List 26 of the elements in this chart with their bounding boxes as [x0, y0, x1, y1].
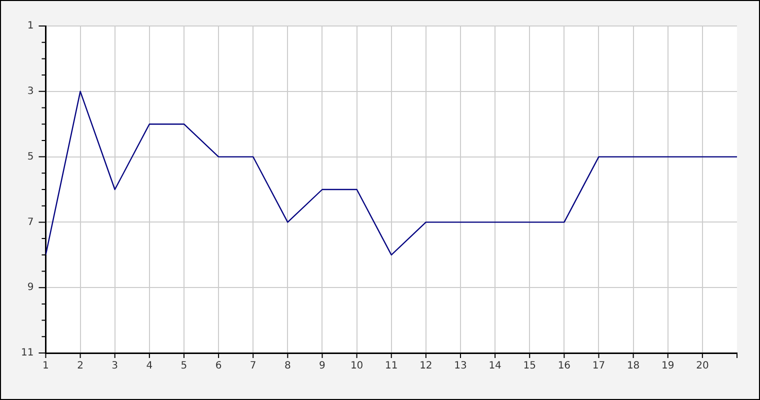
x-tick-label: 19	[662, 360, 674, 372]
y-tick-label: 5	[27, 151, 34, 162]
y-tick-label: 9	[27, 282, 34, 294]
x-tick-label: 4	[146, 360, 153, 372]
x-tick-label: 9	[319, 360, 326, 372]
x-tick-label: 2	[77, 360, 84, 372]
x-tick-label: 11	[384, 360, 398, 372]
x-tick-label: 7	[250, 360, 256, 372]
y-tick-label: 11	[20, 348, 34, 359]
x-tick-label: 3	[112, 360, 118, 372]
x-tick-label: 14	[488, 360, 502, 372]
x-tick-label: 10	[350, 360, 364, 372]
x-tick-label: 16	[558, 360, 571, 372]
x-tick-label: 20	[696, 360, 709, 372]
x-tick-label: 8	[284, 360, 291, 372]
x-tick-label: 6	[215, 360, 222, 372]
x-tick-label: 1	[42, 360, 49, 372]
x-tick-label: 13	[454, 360, 467, 372]
y-tick-label: 3	[27, 86, 34, 97]
y-tick-label: 1	[27, 20, 34, 32]
x-tick-label: 5	[180, 360, 188, 372]
y-tick-label: 7	[27, 216, 34, 228]
x-tick-label: 17	[592, 360, 606, 372]
x-tick-label: 12	[420, 360, 432, 372]
x-tick-label: 15	[523, 360, 536, 372]
x-tick-label: 18	[626, 360, 640, 372]
